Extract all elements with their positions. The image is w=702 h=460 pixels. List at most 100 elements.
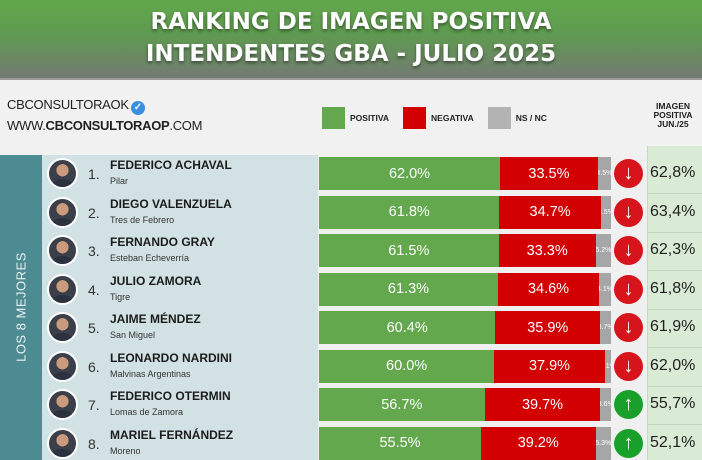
stacked-bar: 62.0% 33.5% 4.5% xyxy=(319,157,611,190)
side-label: LOS 8 MEJORES xyxy=(13,252,29,362)
row-divider xyxy=(647,308,702,310)
url-suffix: .COM xyxy=(169,118,203,133)
jun-value: 55,7% xyxy=(650,395,696,412)
mayor-name: JULIO ZAMORA xyxy=(110,273,202,288)
bar-nsnc: 3.6% xyxy=(600,388,611,421)
ranking-row: 5. JAIME MÉNDEZ San Miguel 60.4% 35.9% 3… xyxy=(42,309,702,348)
jun-value: 52,1% xyxy=(650,433,696,451)
bar-nsnc: 3.5% xyxy=(600,195,611,229)
mayor-name: JAIME MÉNDEZ xyxy=(110,312,201,326)
bar-positiva: 62.0% xyxy=(319,157,501,190)
bar-nsnc: 4.1% xyxy=(599,272,611,306)
brand-url[interactable]: WWW.CBCONSULTORAOP.COM xyxy=(7,118,202,133)
municipality: Malvinas Argentinas xyxy=(110,368,191,379)
municipality: Tigre xyxy=(110,291,131,302)
jun-header-line1: IMAGEN xyxy=(656,101,690,111)
avatar-body xyxy=(52,294,73,303)
municipality: Moreno xyxy=(110,445,141,456)
mayor-name: LEONARDO NARDINI xyxy=(110,350,232,365)
avatar-body xyxy=(52,179,73,187)
legend-label-nsnc: NS / NC xyxy=(515,113,547,123)
jun-value: 61,8% xyxy=(650,279,696,297)
avatar-body xyxy=(52,371,73,380)
rank-number: 8. xyxy=(88,435,100,452)
avatar xyxy=(47,389,78,420)
ranking-row: 6. LEONARDO NARDINI Malvinas Argentinas … xyxy=(42,348,702,387)
row-divider xyxy=(647,270,702,271)
jun-header-line3: JUN./25 xyxy=(657,119,689,129)
mayor-name: MARIEL FERNÁNDEZ xyxy=(110,427,234,442)
municipality: Lomas de Zamora xyxy=(110,407,184,417)
avatar-body xyxy=(52,448,73,457)
bar-nsnc: 4.5% xyxy=(597,157,611,190)
row-divider xyxy=(647,347,702,348)
mayor-name: FEDERICO ACHAVAL xyxy=(110,158,232,172)
bar-negativa: 33.3% xyxy=(498,234,596,267)
ranking-row: 2. DIEGO VALENZUELA Tres de Febrero 61.8… xyxy=(42,194,702,233)
arrow-up-icon: ↑ xyxy=(614,390,643,419)
verified-badge-icon: ✓ xyxy=(130,101,145,115)
avatar xyxy=(47,196,78,228)
rank-number: 2. xyxy=(88,204,100,221)
bar-negativa: 39.2% xyxy=(481,426,596,460)
side-band: LOS 8 MEJORES xyxy=(0,155,42,460)
legend-swatch-positiva xyxy=(322,107,345,129)
municipality: Pilar xyxy=(110,176,129,186)
ranking-row: 1. FEDERICO ACHAVAL Pilar 62.0% 33.5% 4.… xyxy=(42,155,702,194)
rank-number: 3. xyxy=(88,243,100,259)
bar-positiva: 61.8% xyxy=(319,195,500,229)
bar-positiva: 61.5% xyxy=(319,234,499,267)
rank-number: 6. xyxy=(88,358,100,375)
jun-value: 62,0% xyxy=(650,356,696,374)
stacked-bar: 60.0% 37.9% 2.1% xyxy=(319,349,611,383)
bar-negativa: 39.7% xyxy=(484,388,601,421)
row-divider xyxy=(647,193,702,194)
legend: POSITIVA NEGATIVA NS / NC xyxy=(322,107,561,129)
stacked-bar: 61.3% 34.6% 4.1% xyxy=(319,272,611,306)
rank-number: 7. xyxy=(88,397,100,413)
row-divider xyxy=(647,424,702,425)
bar-positiva: 60.4% xyxy=(319,311,496,344)
avatar-body xyxy=(52,217,73,226)
legend-label-negativa: NEGATIVA xyxy=(431,113,474,123)
bar-nsnc: 5.2% xyxy=(595,234,611,267)
stacked-bar: 61.5% 33.3% 5.2% xyxy=(319,234,611,267)
arrow-down-icon: ↓ xyxy=(614,351,643,381)
bar-positiva: 60.0% xyxy=(319,349,495,383)
bar-negativa: 35.9% xyxy=(495,311,601,344)
info-bar: CBCONSULTORAOK ✓ WWW.CBCONSULTORAOP.COM P… xyxy=(0,82,702,155)
mayor-name: FEDERICO OTERMIN xyxy=(110,389,231,403)
legend-swatch-nsnc xyxy=(487,107,511,129)
rank-number: 5. xyxy=(88,320,100,336)
rank-number: 4. xyxy=(88,281,100,298)
bar-positiva: 55.5% xyxy=(319,426,482,460)
rank-number: 1. xyxy=(88,166,100,182)
avatar-body xyxy=(52,256,73,264)
avatar xyxy=(47,273,78,305)
stacked-bar: 56.7% 39.7% 3.6% xyxy=(319,388,611,421)
mayor-name: FERNANDO GRAY xyxy=(110,235,215,249)
bar-negativa: 34.7% xyxy=(499,195,601,229)
avatar-body xyxy=(52,410,73,418)
legend-swatch-negativa xyxy=(403,107,427,129)
url-bold: CBCONSULTORAOP xyxy=(45,118,170,133)
avatar-body xyxy=(52,333,73,341)
arrow-down-icon: ↓ xyxy=(614,313,643,342)
avatar xyxy=(47,158,78,189)
avatar xyxy=(47,235,78,266)
bar-nsnc: 3.7% xyxy=(600,311,611,344)
bar-nsnc: 5.3% xyxy=(595,426,611,460)
row-divider xyxy=(647,231,702,233)
title-line-2: INTENDENTES GBA - JULIO 2025 xyxy=(145,41,557,67)
bar-negativa: 33.5% xyxy=(500,157,598,190)
jun-header-line2: POSITIVA xyxy=(653,110,693,120)
arrow-down-icon: ↓ xyxy=(614,159,643,188)
jun-value: 62,8% xyxy=(650,164,696,181)
stacked-bar: 55.5% 39.2% 5.3% xyxy=(319,426,611,460)
arrow-up-icon: ↑ xyxy=(614,428,643,458)
jun-column-background xyxy=(647,146,702,460)
municipality: Esteban Echeverría xyxy=(110,253,190,263)
ranking-row: 4. JULIO ZAMORA Tigre 61.3% 34.6% 4.1% ↓… xyxy=(42,271,702,310)
arrow-down-icon: ↓ xyxy=(614,274,643,304)
